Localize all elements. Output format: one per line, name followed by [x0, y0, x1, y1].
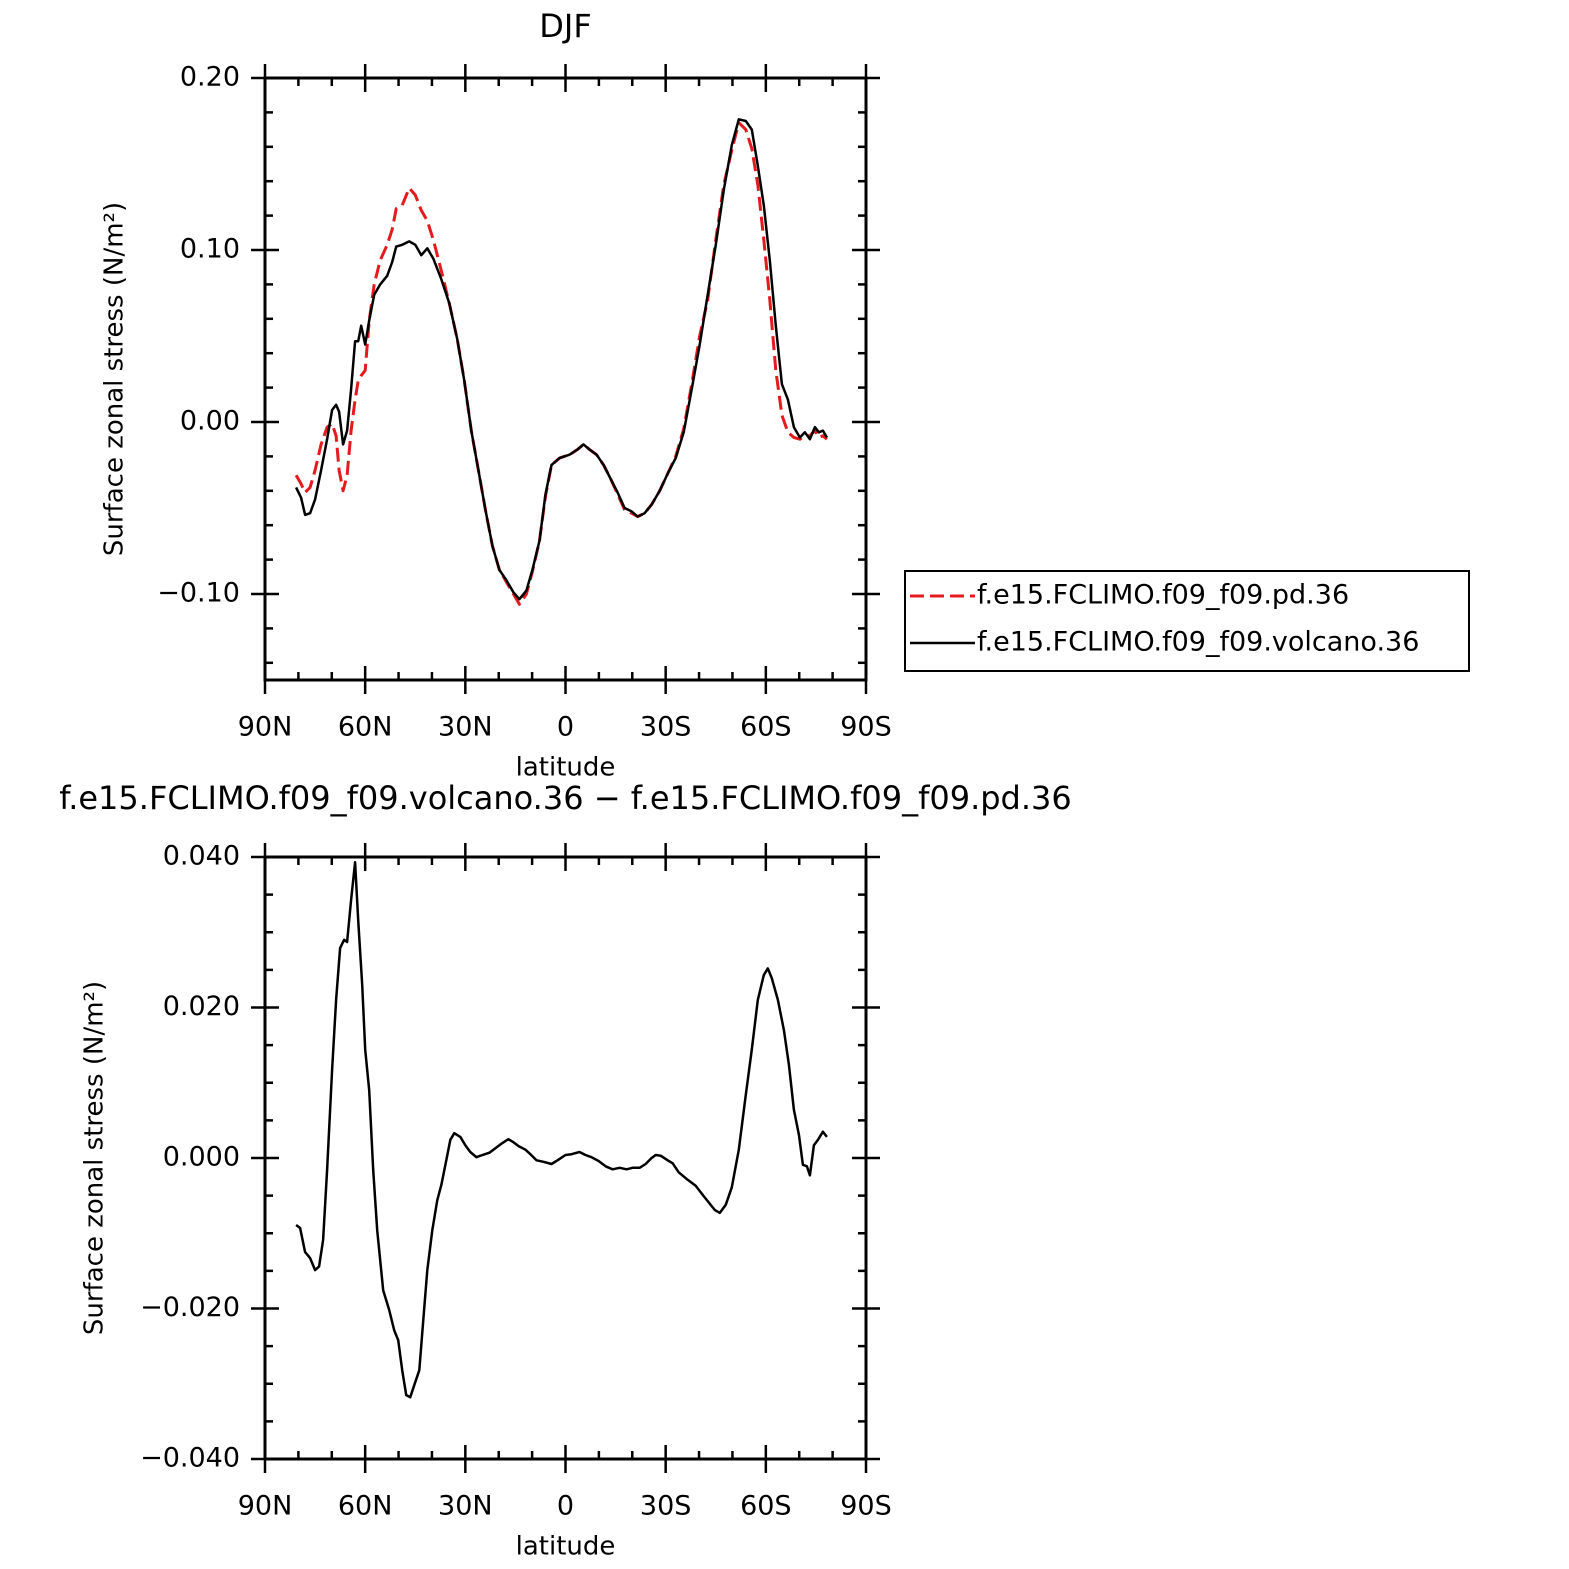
plot-frame	[263, 855, 868, 1461]
y-tick-label: 0.00	[180, 406, 240, 437]
x-tick-label: 30N	[438, 1491, 493, 1522]
x-tick-label: 0	[557, 712, 574, 743]
x-tick-label: 90N	[238, 1491, 293, 1522]
chart-title: DJF	[539, 7, 591, 45]
y-tick-label: 0.000	[163, 1142, 240, 1173]
x-tick-label: 30N	[438, 712, 493, 743]
chart-title: f.e15.FCLIMO.f09_f09.volcano.36 − f.e15.…	[59, 779, 1072, 817]
y-tick-label: 0.10	[180, 234, 240, 265]
x-tick-label: 90S	[840, 712, 892, 743]
legend-label: f.e15.FCLIMO.f09_f09.volcano.36	[977, 627, 1419, 658]
y-tick-label: 0.20	[180, 62, 240, 93]
y-tick-label: 0.020	[163, 991, 240, 1022]
x-tick-label: 90N	[238, 712, 293, 743]
x-tick-label: 60S	[740, 1491, 792, 1522]
y-axis-label: Surface zonal stress (N/m²)	[80, 981, 110, 1335]
y-axis-label: Surface zonal stress (N/m²)	[100, 202, 130, 556]
data-line	[294, 121, 828, 606]
x-tick-label: 60S	[740, 712, 792, 743]
data-line	[294, 118, 828, 601]
y-tick-label: 0.040	[163, 841, 240, 872]
y-tick-label: −0.10	[157, 578, 240, 609]
x-tick-label: 30S	[640, 1491, 692, 1522]
legend-box	[904, 570, 1470, 672]
x-tick-label: 0	[557, 1491, 574, 1522]
x-axis-label: latitude	[516, 1532, 616, 1562]
data-line	[295, 861, 828, 1399]
y-tick-label: −0.040	[140, 1443, 240, 1474]
x-tick-label: 30S	[640, 712, 692, 743]
legend-label: f.e15.FCLIMO.f09_f09.pd.36	[977, 580, 1349, 611]
x-tick-label: 60N	[338, 712, 393, 743]
x-tick-label: 90S	[840, 1491, 892, 1522]
x-axis-label: latitude	[516, 753, 616, 783]
x-tick-label: 60N	[338, 1491, 393, 1522]
y-tick-label: −0.020	[140, 1292, 240, 1323]
